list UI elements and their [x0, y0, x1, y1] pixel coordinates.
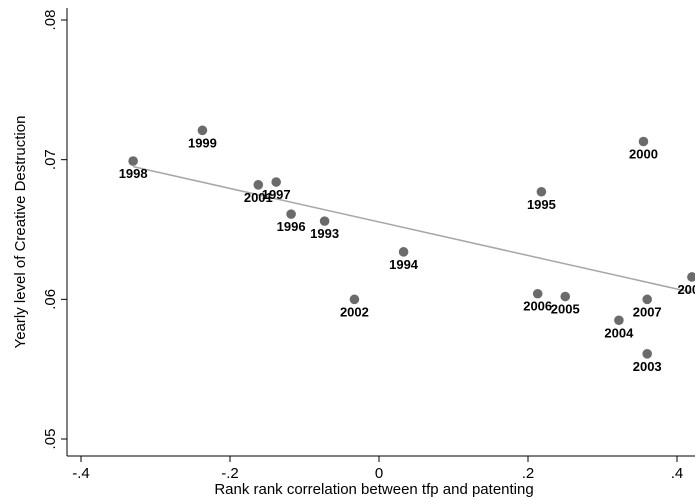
- data-point-2005: [560, 291, 571, 302]
- x-axis-title: Rank rank correlation between tfp and pa…: [214, 481, 533, 498]
- x-tick-label: -.4: [72, 465, 90, 482]
- point-label-2004: 2004: [604, 325, 634, 340]
- data-point-1994: [398, 247, 409, 257]
- data-point-2006: [532, 288, 543, 299]
- data-point-1995: [536, 186, 547, 197]
- data-point-2001: [253, 180, 264, 190]
- point-label-2000: 2000: [629, 147, 658, 162]
- point-label-2007: 2007: [633, 304, 662, 319]
- data-point-1999: [197, 125, 208, 136]
- y-tick-label: .07: [42, 149, 59, 170]
- fitted-line: [132, 165, 693, 294]
- point-label-2001: 2001: [244, 190, 273, 205]
- data-point-2002: [349, 294, 360, 305]
- point-label-1996: 1996: [277, 219, 306, 234]
- point-label-1993: 1993: [310, 226, 339, 241]
- points-layer: [128, 125, 695, 359]
- point-label-2008: 2008: [677, 282, 695, 297]
- point-label-1998: 1998: [119, 166, 148, 181]
- data-point-1997: [271, 177, 281, 187]
- point-label-1995: 1995: [527, 197, 556, 212]
- ticks-layer: -.4 -.2 0 .2 .4 .05 .06 .07 .08: [42, 10, 683, 482]
- y-tick-label: .08: [42, 10, 59, 31]
- data-point-2004: [614, 315, 624, 326]
- data-point-2007: [642, 294, 652, 305]
- point-label-1997: 1997: [262, 187, 291, 202]
- x-tick-label: -.2: [221, 465, 239, 482]
- point-label-1994: 1994: [389, 257, 419, 272]
- x-tick-label: .2: [522, 465, 535, 482]
- x-tick-label: 0: [375, 465, 383, 482]
- x-tick-label: .4: [671, 465, 684, 482]
- y-tick-label: .05: [42, 429, 59, 450]
- point-label-2006: 2006: [523, 299, 552, 314]
- data-point-2008: [687, 272, 695, 282]
- axes-layer: [66, 8, 695, 457]
- y-tick-label: .06: [42, 289, 59, 310]
- point-label-1999: 1999: [188, 135, 217, 150]
- y-axis-title: Yearly level of Creative Destruction: [12, 116, 29, 349]
- data-point-1993: [319, 216, 330, 226]
- data-point-2000: [638, 136, 649, 147]
- data-point-1996: [286, 209, 296, 219]
- data-point-2003: [642, 349, 652, 359]
- data-point-1998: [128, 156, 138, 166]
- point-label-2003: 2003: [633, 359, 662, 374]
- fit-layer: [132, 165, 693, 294]
- point-label-2005: 2005: [551, 302, 580, 317]
- point-label-2002: 2002: [340, 304, 369, 319]
